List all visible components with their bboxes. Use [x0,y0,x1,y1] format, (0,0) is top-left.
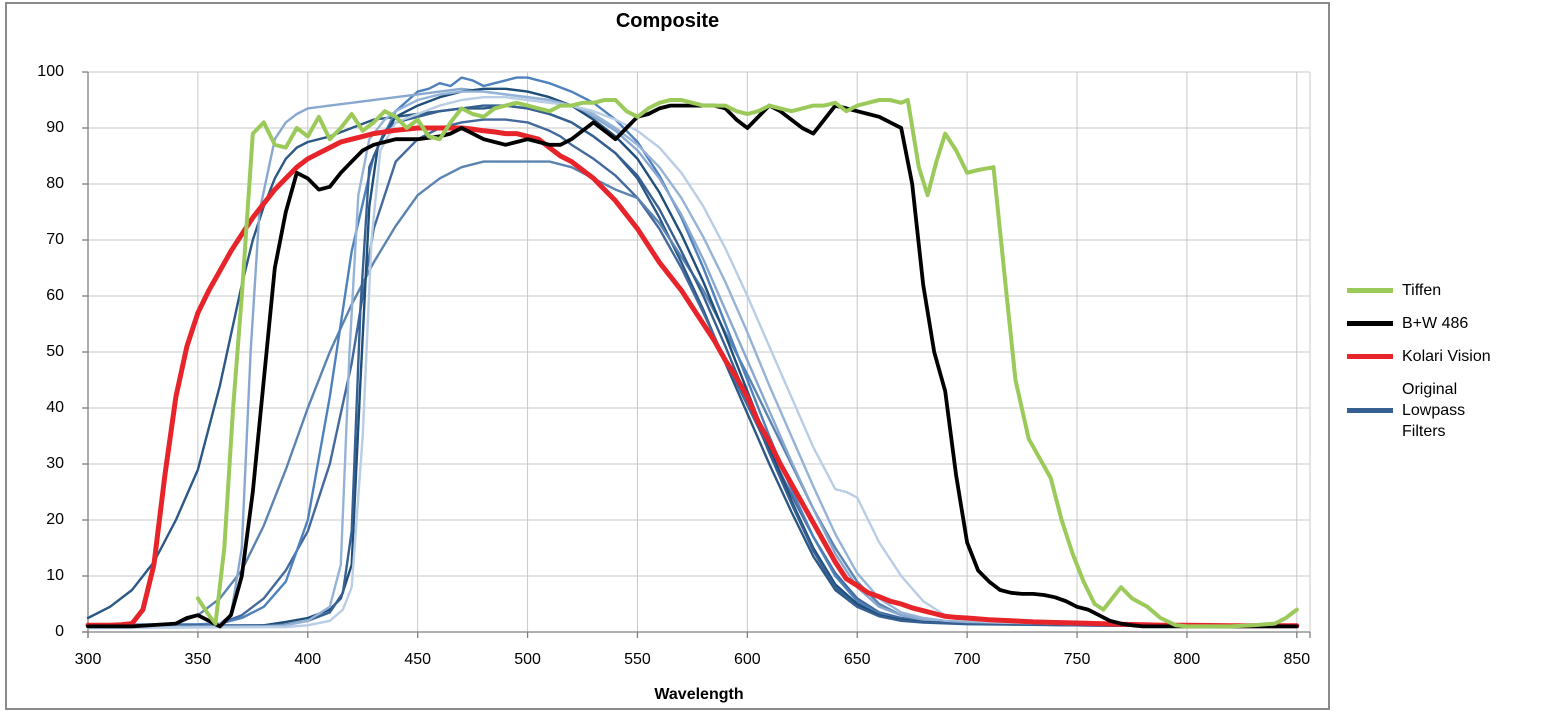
x-tick-label: 850 [1283,651,1311,668]
legend-label: B+W 486 [1402,315,1469,332]
y-tick-label: 60 [46,287,64,304]
series-line-lowpass-6 [86,87,1299,628]
x-tick-label: 400 [294,651,322,668]
x-tick-label: 700 [953,651,981,668]
y-tick-label: 50 [46,343,64,360]
x-tick-label: 500 [514,651,541,668]
legend-item: Kolari Vision [1347,346,1547,367]
y-tick-label: 0 [55,623,64,640]
y-tick-label: 20 [46,511,64,528]
legend-swatch [1347,288,1393,293]
legend-swatch [1347,408,1393,413]
legend-label: Original Lowpass Filters [1402,381,1466,440]
chart-title: Composite [615,10,720,32]
y-tick-label: 70 [46,231,64,248]
series-line-kolari-vision [85,125,1300,629]
series-line-lowpass-4 [86,76,1299,628]
y-tick-label: 100 [37,63,64,80]
series-line-tiffen [195,98,1299,629]
legend: Tiffen B+W 486 Kolari Vision Original Lowpas… [1347,280,1547,454]
series-line-lowpass-8 [86,90,1299,629]
y-tick-label: 40 [46,399,64,416]
y-tick-label: 90 [46,119,64,136]
series-line-lowpass-9 [86,95,1299,630]
y-tick-label: 80 [46,175,64,192]
series-line-lowpass-3 [86,160,1299,628]
x-tick-label: 450 [404,651,432,668]
legend-swatch [1347,354,1393,359]
x-tick-label: 300 [74,651,102,668]
series-line-lowpass-2 [86,118,1299,628]
legend-label: Tiffen [1402,282,1442,299]
x-tick-label: 650 [843,651,871,668]
x-tick-label: 600 [733,651,761,668]
x-tick-label: 750 [1063,651,1091,668]
x-tick-label: 350 [184,651,212,668]
series-line-b-w-486 [86,103,1299,629]
x-tick-label: 800 [1173,651,1201,668]
series-line-lowpass-7 [86,104,1299,628]
y-tick-label: 30 [46,455,64,472]
legend-item: B+W 486 [1347,313,1547,334]
series-line-lowpass-5 [86,87,1299,629]
legend-swatch [1347,321,1393,326]
x-tick-label: 550 [624,651,651,668]
x-axis-title: Wavelength [654,686,744,703]
y-tick-label: 10 [46,567,64,584]
legend-item: Original Lowpass Filters [1347,379,1547,442]
legend-label: Kolari Vision [1402,348,1491,365]
legend-item: Tiffen [1347,280,1547,301]
